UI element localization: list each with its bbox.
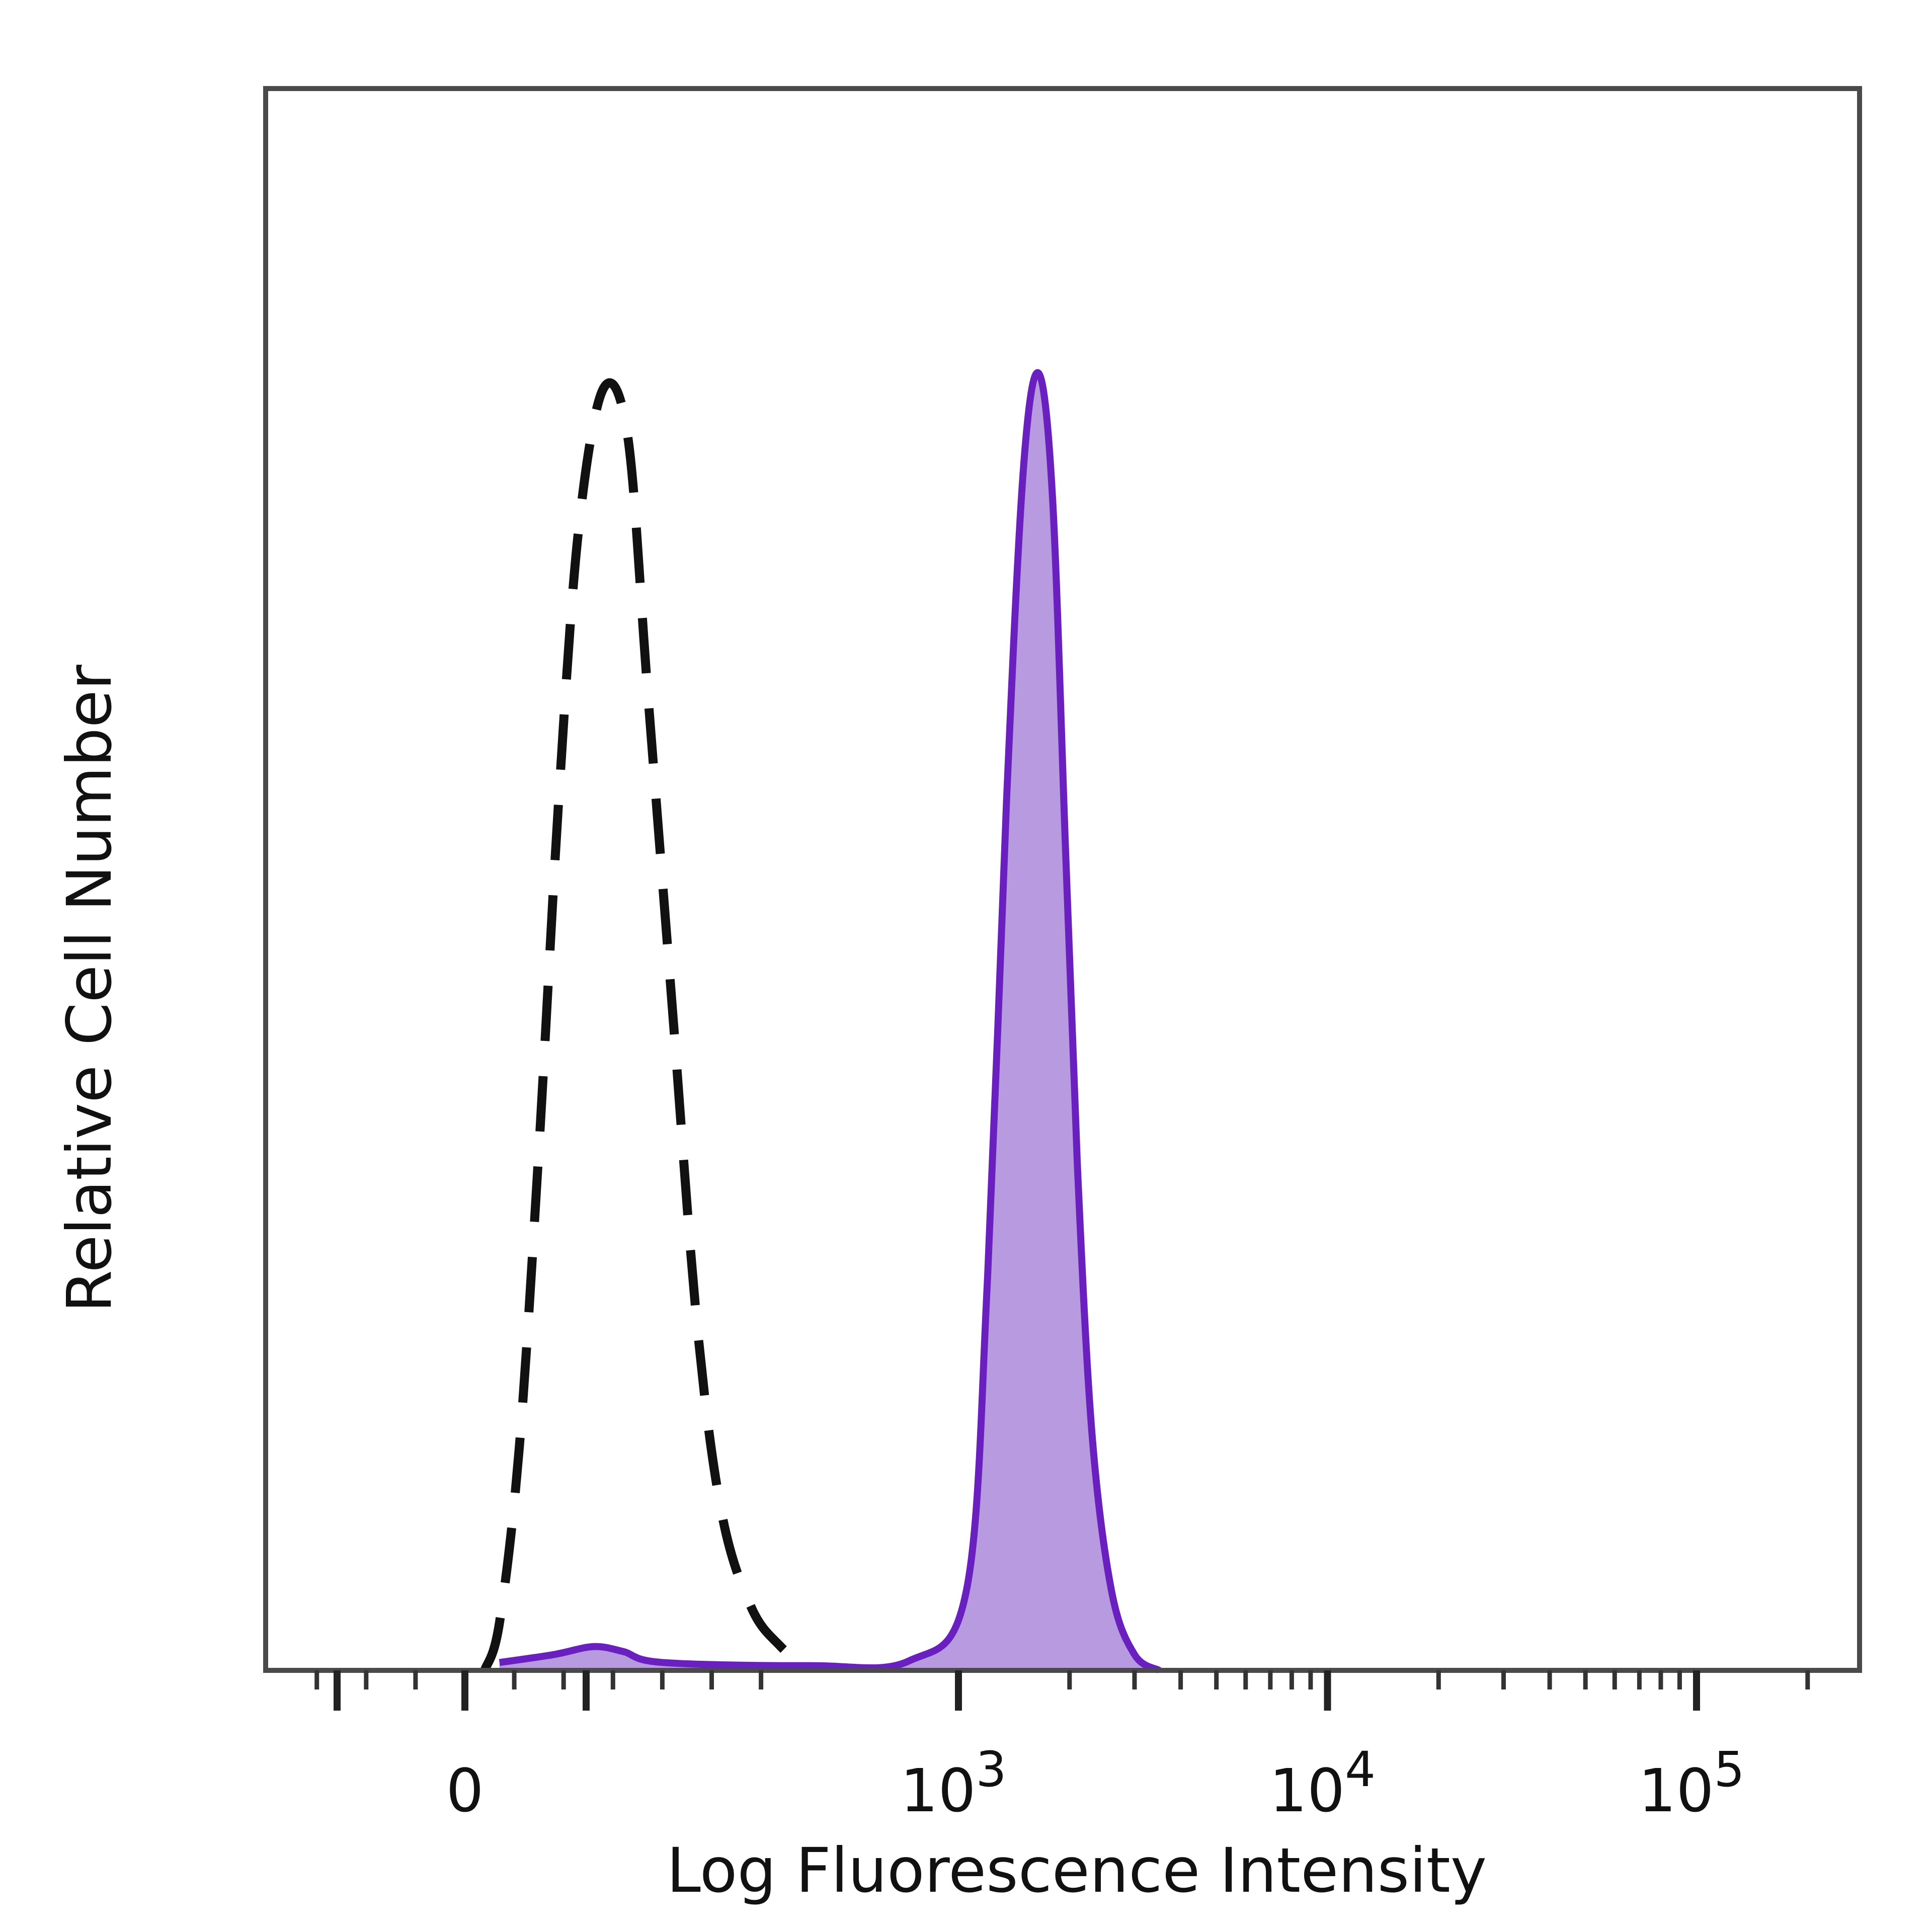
x-tick-label: 104 xyxy=(1269,1741,1376,1825)
series-2-line xyxy=(499,369,1161,1674)
x-tick-label: 0 xyxy=(446,1756,484,1825)
series-1-line xyxy=(480,378,814,1674)
series-2-fill xyxy=(499,372,1160,1671)
plot-frame xyxy=(263,86,1862,1673)
x-axis-label: Log Fluorescence Intensity xyxy=(667,1835,1487,1906)
plot-area xyxy=(263,86,1862,1674)
x-tick-label: 103 xyxy=(900,1741,1006,1825)
x-axis: 0 103 104 105 xyxy=(314,1670,1810,1825)
y-axis-label: Relative Cell Number xyxy=(54,664,125,1313)
x-tick-label: 105 xyxy=(1638,1741,1744,1825)
